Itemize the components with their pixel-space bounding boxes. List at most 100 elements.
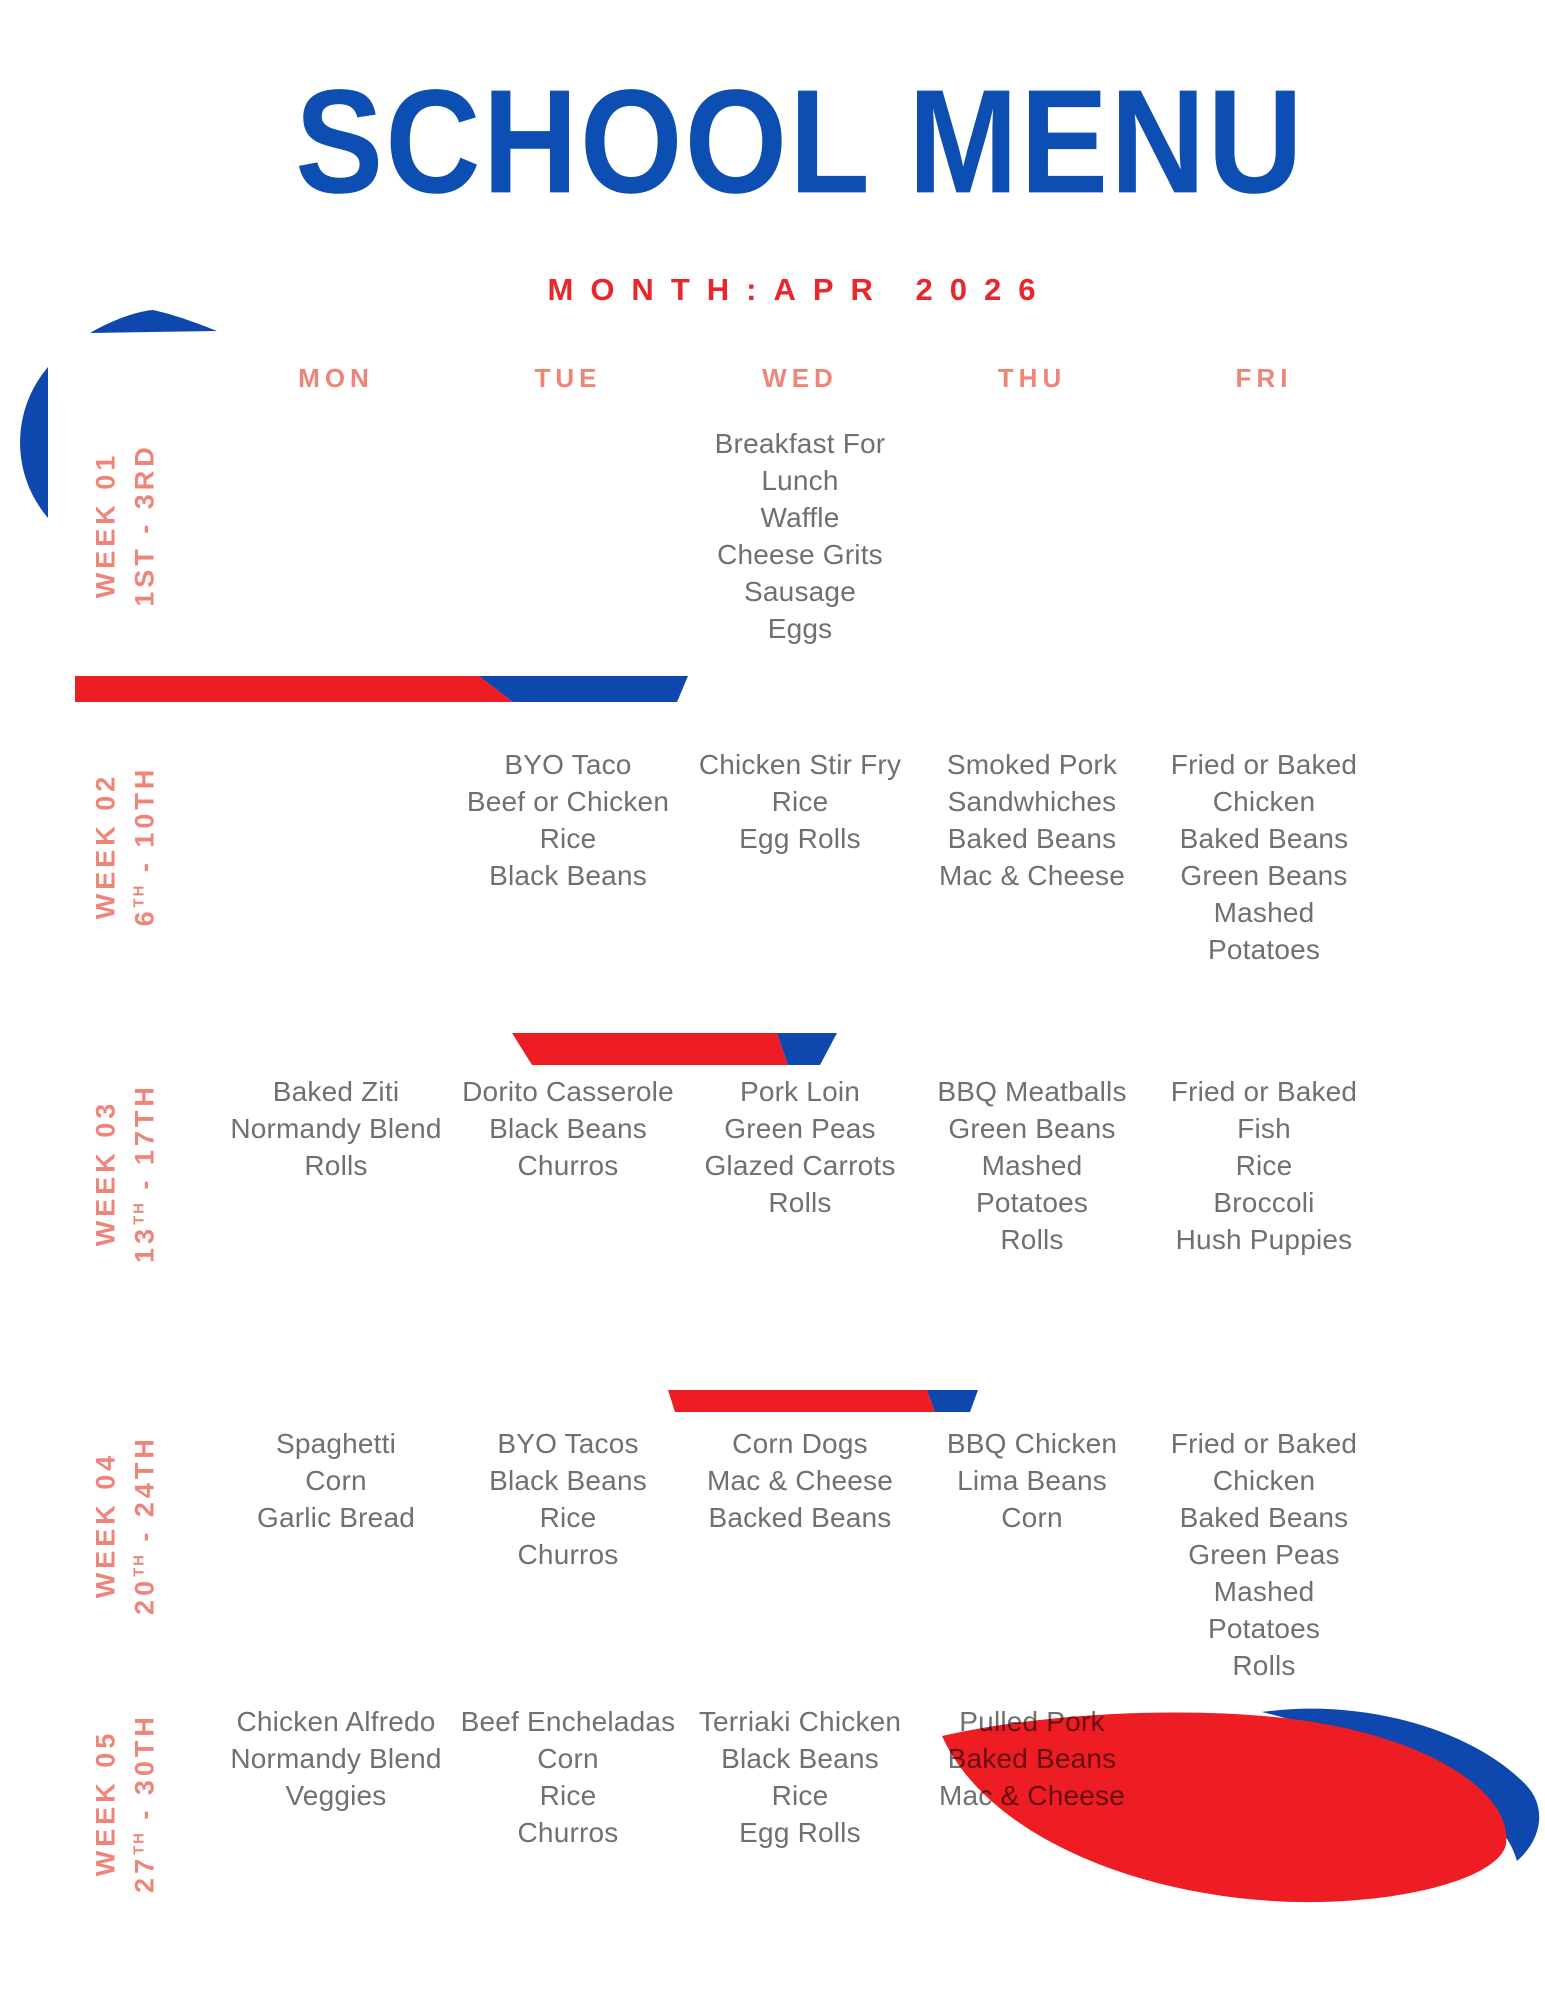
menu-week2-tue: BYO Taco Beef or Chicken Rice Black Beans — [452, 746, 684, 968]
menu-item: Fried or Baked Chicken — [1170, 1428, 1358, 1496]
menu-item: Black Beans — [721, 1743, 879, 1774]
week-1-dates: 1ST - 3RD — [129, 443, 160, 607]
menu-item: Rice — [1235, 1150, 1293, 1181]
menu-item: Rolls — [768, 1187, 832, 1218]
menu-item: Mashed Potatoes — [975, 1150, 1089, 1218]
menu-item: Chicken Alfredo — [236, 1706, 436, 1737]
page-title: SCHOOL MENU — [295, 59, 1305, 224]
menu-week1-fri — [1148, 425, 1380, 647]
menu-week3-mon: Baked Ziti Normandy Blend Rolls — [220, 1073, 452, 1258]
menu-week5-fri — [1148, 1703, 1380, 1851]
menu-item: Baked Beans — [947, 1743, 1117, 1774]
menu-item: Pulled Pork — [959, 1706, 1105, 1737]
menu-item: Pork Loin — [739, 1076, 861, 1107]
menu-week3-fri: Fried or Baked Fish Rice Broccoli Hush Pupp… — [1148, 1073, 1380, 1258]
menu-item: Mashed Potatoes — [1207, 897, 1321, 965]
menu-week4-tue: BYO Tacos Black Beans Rice Churros — [452, 1425, 684, 1684]
week-5-dates: 27TH - 30TH — [129, 1713, 160, 1893]
menu-item: Corn — [537, 1743, 599, 1774]
menu-item: Beef Encheladas — [460, 1706, 676, 1737]
menu-item: Corn — [305, 1465, 367, 1496]
menu-week4-wed: Corn Dogs Mac & Cheese Backed Beans — [684, 1425, 916, 1684]
menu-item: Breakfast For Lunch — [714, 428, 886, 496]
menu-week2-mon — [220, 746, 452, 968]
week1-stripe-red — [75, 676, 513, 702]
menu-item: Terriaki Chicken — [698, 1706, 902, 1737]
menu-week5-thu: Pulled Pork Baked Beans Mac & Cheese — [916, 1703, 1148, 1851]
menu-item: Green Beans — [948, 1113, 1116, 1144]
menu-item: Rolls — [1000, 1224, 1064, 1255]
menu-item: Corn — [1001, 1502, 1063, 1533]
menu-week2-wed: Chicken Stir Fry Rice Egg Rolls — [684, 746, 916, 968]
menu-item: Rice — [539, 1780, 597, 1811]
blue-half-disc-shape — [20, 367, 48, 518]
week1-stripe-blue — [479, 676, 688, 702]
week-4-name: WEEK 04 — [90, 1451, 121, 1599]
menu-item: Glazed Carrots — [704, 1150, 896, 1181]
menu-week4-mon: Spaghetti Corn Garlic Bread — [220, 1425, 452, 1684]
menu-item: Sausage — [744, 576, 856, 607]
menu-week5-wed: Terriaki Chicken Black Beans Rice Egg Rolls — [684, 1703, 916, 1851]
menu-item: Smoked Pork Sandwhiches — [946, 749, 1118, 817]
menu-item: Eggs — [767, 613, 833, 644]
menu-item: Hush Puppies — [1175, 1224, 1353, 1255]
day-header-fri: FRI — [1235, 363, 1293, 393]
menu-item: Green Beans — [1180, 860, 1348, 891]
menu-item: Green Peas — [1188, 1539, 1340, 1570]
menu-week4-thu: BBQ Chicken Lima Beans Corn — [916, 1425, 1148, 1684]
menu-item: BBQ Chicken — [946, 1428, 1118, 1459]
blue-wedge-shape — [90, 310, 217, 333]
menu-week3-wed: Pork Loin Green Peas Glazed Carrots Rolls — [684, 1073, 916, 1258]
menu-week1-tue — [452, 425, 684, 647]
menu-week1-thu — [916, 425, 1148, 647]
week3-stripe-red — [512, 1033, 788, 1065]
menu-item: Cheese Grits — [717, 539, 883, 570]
week-1-name: WEEK 01 — [90, 451, 121, 599]
menu-item: Green Peas — [724, 1113, 876, 1144]
menu-week3-tue: Dorito Casserole Black Beans Churros — [452, 1073, 684, 1258]
menu-item: BBQ Meatballs — [937, 1076, 1127, 1107]
menu-item: Normandy Blend — [230, 1113, 442, 1144]
menu-item: Backed Beans — [708, 1502, 892, 1533]
menu-item: Baked Beans — [947, 823, 1117, 854]
menu-item: Mac & Cheese — [938, 1780, 1126, 1811]
menu-item: Fried or Baked Chicken — [1170, 749, 1358, 817]
menu-item: Churros — [517, 1539, 619, 1570]
menu-item: Black Beans — [489, 1113, 647, 1144]
menu-item: Normandy Blend — [230, 1743, 442, 1774]
menu-item: Rolls — [304, 1150, 368, 1181]
day-header-wed: WED — [762, 363, 838, 393]
week-2-dates: 6TH - 10TH — [129, 765, 160, 927]
week-2-name: WEEK 02 — [90, 772, 121, 920]
menu-item: Rice — [539, 823, 597, 854]
week-3-dates: 13TH - 17TH — [129, 1083, 160, 1263]
week-4-label: WEEK 04 20TH - 24TH — [89, 1435, 162, 1615]
menu-week2-fri: Fried or Baked Chicken Baked Beans Green B… — [1148, 746, 1380, 968]
menu-week1-mon — [220, 425, 452, 647]
menu-item: BYO Tacos — [497, 1428, 639, 1459]
week-3-label: WEEK 03 13TH - 17TH — [89, 1083, 162, 1263]
menu-week4-fri: Fried or Baked Chicken Baked Beans Green P… — [1148, 1425, 1380, 1684]
week4-stripe-blue — [927, 1390, 978, 1412]
menu-item: Rice — [771, 1780, 829, 1811]
menu-item: Broccoli — [1213, 1187, 1315, 1218]
menu-item: Baked Beans — [1179, 823, 1349, 854]
week-2-label: WEEK 02 6TH - 10TH — [89, 766, 162, 927]
menu-item: Beef or Chicken — [466, 786, 670, 817]
menu-item: Fried or Baked Fish — [1170, 1076, 1358, 1144]
menu-item: Mashed Potatoes — [1207, 1576, 1321, 1644]
menu-week2-thu: Smoked Pork Sandwhiches Baked Beans Mac & … — [916, 746, 1148, 968]
menu-item: Black Beans — [489, 1465, 647, 1496]
menu-item: Chicken Stir Fry — [698, 749, 902, 780]
menu-item: Rice — [771, 786, 829, 817]
menu-item: Churros — [517, 1817, 619, 1848]
menu-week5-mon: Chicken Alfredo Normandy Blend Veggies — [220, 1703, 452, 1851]
menu-item: BYO Taco — [504, 749, 632, 780]
menu-week3-thu: BBQ Meatballs Green Beans Mashed Potatoes R… — [916, 1073, 1148, 1258]
week-5-label: WEEK 05 27TH - 30TH — [89, 1713, 162, 1893]
week-1-label: WEEK 01 1ST - 3RD — [89, 443, 162, 607]
menu-item: Lima Beans — [957, 1465, 1107, 1496]
menu-item: Spaghetti — [275, 1428, 397, 1459]
menu-item: Black Beans — [489, 860, 647, 891]
month-subtitle: MONTH:APR 2026 — [547, 272, 1053, 307]
